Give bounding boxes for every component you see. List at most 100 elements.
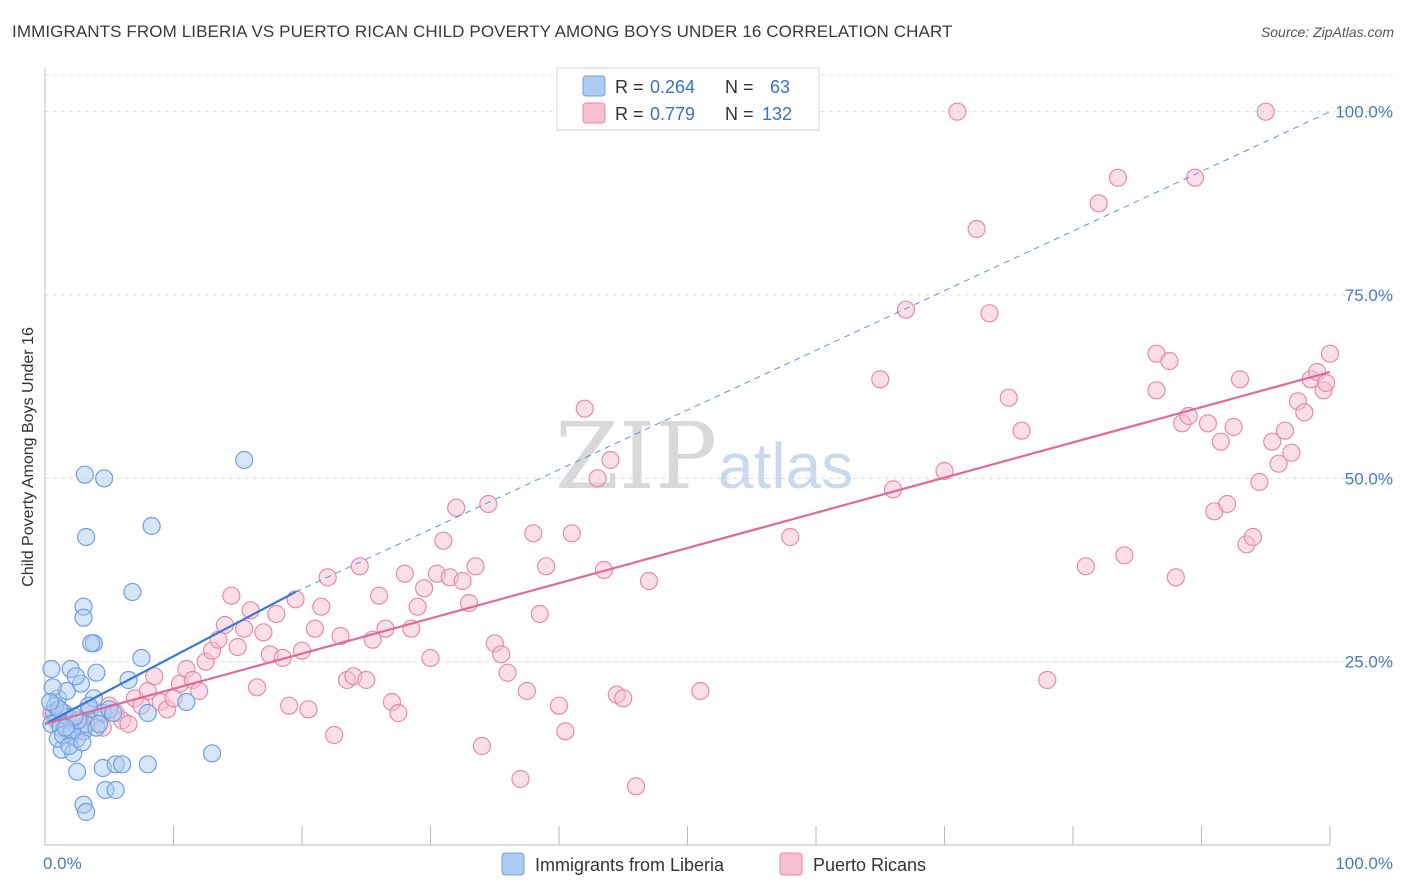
puerto-ricans-point bbox=[370, 586, 389, 605]
puerto-ricans-point bbox=[1230, 370, 1250, 389]
puerto-ricans-point bbox=[1263, 432, 1282, 451]
puerto-ricans-point bbox=[357, 670, 376, 690]
puerto-ricans-point bbox=[530, 604, 549, 624]
legend-r-value-1: 0.264 bbox=[650, 77, 695, 97]
liberia-point bbox=[66, 667, 85, 686]
liberia-point bbox=[138, 703, 157, 723]
puerto-ricans-point bbox=[453, 571, 472, 591]
puerto-ricans-point bbox=[1275, 421, 1295, 440]
puerto-ricans-point bbox=[447, 498, 466, 517]
series-legend-liberia: Immigrants from Liberia bbox=[535, 855, 725, 875]
liberia-point bbox=[177, 692, 196, 712]
source-label: Source: ZipAtlas.com bbox=[1260, 24, 1394, 40]
liberia-point bbox=[142, 516, 161, 536]
puerto-ricans-point bbox=[1160, 351, 1179, 371]
watermark: ZIP atlas bbox=[555, 403, 853, 510]
legend-r-value-2: 0.779 bbox=[650, 104, 695, 124]
puerto-ricans-point bbox=[575, 399, 594, 418]
legend-n-label-1: N = bbox=[725, 77, 754, 97]
puerto-ricans-point bbox=[421, 648, 440, 668]
legend-swatch-blue bbox=[582, 75, 606, 97]
legend-n-label-2: N = bbox=[725, 104, 754, 124]
puerto-ricans-point bbox=[524, 524, 543, 543]
puerto-ricans-point bbox=[247, 678, 267, 697]
y-tick-label: 75.0% bbox=[1345, 286, 1393, 305]
puerto-ricans-point bbox=[1038, 670, 1057, 690]
puerto-ricans-point bbox=[498, 663, 517, 682]
puerto-ricans-point bbox=[1256, 102, 1275, 121]
legend-n-value-2: 132 bbox=[762, 104, 792, 124]
puerto-ricans-point bbox=[1089, 194, 1108, 213]
gridlines bbox=[45, 74, 1393, 663]
puerto-ricans-point bbox=[556, 722, 575, 741]
liberia-point bbox=[68, 762, 87, 781]
puerto-ricans-point bbox=[286, 590, 305, 609]
watermark-atlas: atlas bbox=[718, 430, 853, 502]
puerto-ricans-point bbox=[1243, 527, 1263, 547]
series-legend-puerto-ricans: Puerto Ricans bbox=[813, 855, 926, 875]
liberia-trend-extension bbox=[295, 111, 1331, 593]
puerto-ricans-point bbox=[228, 637, 247, 657]
liberia-point bbox=[77, 802, 96, 822]
puerto-ricans-point bbox=[267, 604, 286, 624]
puerto-ricans-point bbox=[466, 557, 485, 576]
watermark-zip: ZIP bbox=[555, 403, 717, 510]
puerto-ricans-point bbox=[935, 461, 954, 481]
puerto-ricans-point bbox=[601, 450, 620, 470]
puerto-ricans-point bbox=[305, 619, 324, 638]
puerto-ricans-point bbox=[408, 597, 427, 616]
puerto-ricans-point bbox=[588, 469, 607, 488]
puerto-ricans-point bbox=[479, 494, 498, 514]
puerto-ricans-point bbox=[331, 626, 350, 646]
legend-swatch-pink bbox=[582, 102, 606, 124]
liberia-point bbox=[89, 714, 109, 734]
liberia-point bbox=[87, 663, 106, 682]
series-legend: Immigrants from Liberia Puerto Ricans bbox=[501, 852, 926, 876]
puerto-ricans-point bbox=[948, 102, 967, 121]
puerto-ricans-point bbox=[280, 696, 299, 715]
liberia-point bbox=[106, 780, 125, 800]
stats-legend: R = 0.264 N = 63 R = 0.779 N = 132 bbox=[556, 67, 820, 131]
legend-r-label-1: R = bbox=[615, 77, 644, 97]
puerto-ricans-point bbox=[511, 769, 530, 789]
puerto-ricans-point bbox=[1115, 546, 1134, 565]
puerto-ricans-point bbox=[389, 703, 408, 723]
puerto-ricans-point bbox=[626, 777, 646, 796]
puerto-ricans-point bbox=[691, 681, 710, 701]
puerto-ricans-point bbox=[999, 388, 1018, 407]
puerto-ricans-point bbox=[299, 700, 318, 719]
liberia-point bbox=[77, 527, 96, 547]
liberia-trend-line bbox=[44, 591, 297, 725]
puerto-ricans-point bbox=[1012, 421, 1031, 440]
trend-lines bbox=[44, 111, 1331, 726]
puerto-ricans-point bbox=[145, 667, 164, 686]
liberia-point bbox=[74, 608, 93, 627]
liberia-point bbox=[95, 469, 114, 488]
liberia-point bbox=[112, 755, 132, 774]
y-tick-label: 25.0% bbox=[1345, 653, 1393, 672]
puerto-ricans-point bbox=[549, 696, 569, 715]
liberia-point bbox=[138, 755, 157, 774]
puerto-ricans-point bbox=[325, 725, 344, 745]
puerto-ricans-point bbox=[896, 300, 916, 319]
puerto-ricans-point bbox=[414, 579, 434, 598]
puerto-ricans-point bbox=[1076, 557, 1095, 576]
liberia-point bbox=[75, 465, 94, 484]
puerto-ricans-point bbox=[871, 370, 890, 389]
puerto-ricans-point bbox=[312, 597, 331, 616]
y-tick-label: 50.0% bbox=[1345, 469, 1393, 488]
puerto-ricans-point bbox=[222, 586, 241, 605]
puerto-ricans-point bbox=[1218, 494, 1237, 514]
puerto-ricans-point bbox=[1317, 373, 1336, 393]
liberia-point bbox=[42, 659, 61, 679]
liberia-point bbox=[82, 634, 101, 653]
puerto-ricans-trend-line bbox=[44, 370, 1331, 726]
puerto-ricans-point bbox=[292, 641, 312, 660]
liberia-point bbox=[123, 582, 142, 602]
puerto-ricans-point bbox=[1320, 344, 1340, 363]
x-tick-label: 0.0% bbox=[43, 854, 82, 873]
chart-title: IMMIGRANTS FROM LIBERIA VS PUERTO RICAN … bbox=[12, 22, 953, 41]
puerto-ricans-point bbox=[1295, 403, 1314, 422]
puerto-ricans-point bbox=[1166, 568, 1185, 587]
